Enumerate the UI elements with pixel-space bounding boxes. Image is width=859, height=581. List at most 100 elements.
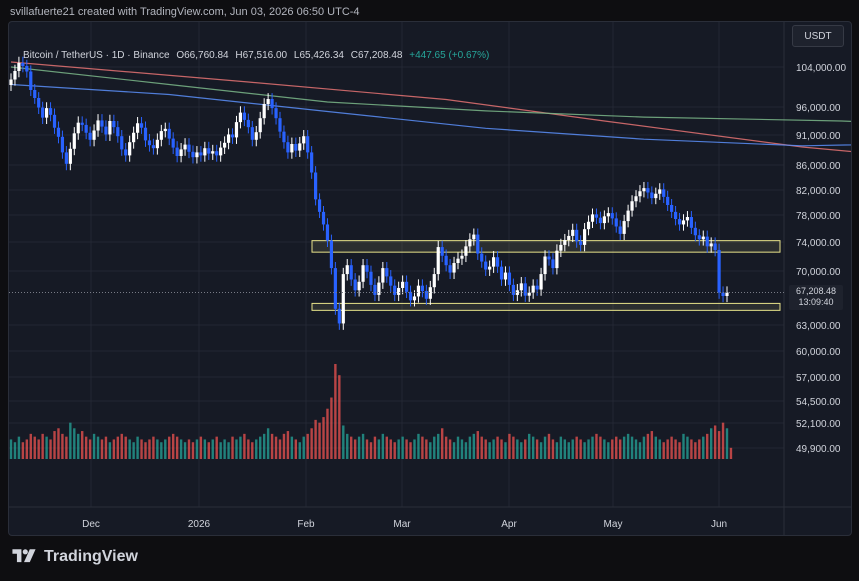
candle-body <box>254 132 258 140</box>
volume-bar <box>179 439 183 459</box>
volume-bar <box>342 425 345 459</box>
volume-bar <box>425 439 428 459</box>
volume-bar <box>504 442 507 459</box>
candle-body <box>397 287 401 295</box>
candle-body <box>68 148 72 164</box>
volume-bar <box>713 425 717 459</box>
volume-bar <box>535 439 539 459</box>
y-tick-label: 60,000.00 <box>796 347 841 358</box>
volume-bar <box>266 428 270 459</box>
candle-body <box>650 192 654 199</box>
close-value: C67,208.48 <box>350 50 403 61</box>
candle-body <box>460 255 464 259</box>
candle-body <box>401 281 405 288</box>
candle-body <box>310 152 314 173</box>
candle-body <box>594 214 599 218</box>
candle-body <box>499 266 504 280</box>
volume-bar <box>207 442 210 459</box>
volume-bar <box>231 436 234 459</box>
candle-body <box>389 276 393 286</box>
candle-body <box>579 241 583 245</box>
volume-bar <box>654 436 657 459</box>
candle-body <box>56 127 61 137</box>
candle-body <box>598 217 603 224</box>
candle-body <box>602 216 606 224</box>
volume-bar <box>187 439 191 459</box>
chart-panel[interactable]: 104,000.00 96,000.00 91,000.00 86,000.00 82,… <box>8 21 852 536</box>
volume-bar <box>286 431 290 459</box>
change-value: +447.65 (+0.67%) <box>409 50 490 61</box>
candle-body <box>175 147 179 156</box>
candle-body <box>377 282 381 295</box>
candle-body <box>325 224 330 241</box>
volume-bar <box>642 436 646 459</box>
support-zone <box>311 302 781 311</box>
volume-bar <box>77 433 80 459</box>
y-tick-label: 54,500.00 <box>796 397 841 408</box>
volume-bar <box>646 433 650 459</box>
volume-bar <box>678 442 681 459</box>
volume-bar <box>417 433 420 459</box>
candle-body <box>681 220 686 225</box>
volume-bar <box>84 436 88 459</box>
candle-body <box>64 152 68 164</box>
candle-body <box>527 292 531 296</box>
volume-bar <box>25 439 29 459</box>
volume-bar <box>662 442 665 459</box>
volume-bar <box>128 439 131 459</box>
volume-bar <box>322 417 325 459</box>
volume-bar <box>132 442 135 459</box>
volume-bar <box>33 436 36 459</box>
volume-bar <box>539 442 543 459</box>
volume-bar <box>468 436 472 459</box>
candle-body <box>523 283 527 296</box>
price-chart[interactable]: 104,000.00 96,000.00 91,000.00 86,000.00 82,… <box>9 22 851 535</box>
candle-body <box>37 98 41 108</box>
volume-bar <box>725 428 729 459</box>
volume-bar <box>136 436 139 459</box>
candle-body <box>203 148 207 156</box>
candle-body <box>124 149 128 156</box>
volume-bar <box>717 431 721 459</box>
candle-body <box>484 261 488 270</box>
candle-body <box>298 143 302 151</box>
volume-bar <box>251 442 254 459</box>
candle-body <box>135 123 140 133</box>
candle-body <box>266 99 270 104</box>
candle-body <box>132 132 136 143</box>
candle-body <box>519 283 523 291</box>
volume-bar <box>274 436 278 459</box>
candle-body <box>76 122 80 134</box>
candle-body <box>306 136 310 153</box>
candle-body <box>345 265 349 275</box>
volume-bar <box>567 442 570 459</box>
symbol-legend: Bitcoin / TetherUS · 1D · Binance O66,76… <box>23 50 489 61</box>
volume-bar <box>318 422 321 459</box>
volume-bar <box>429 442 432 459</box>
y-tick-label: 74,000.00 <box>796 238 841 249</box>
candle-body <box>286 142 290 153</box>
candle-body <box>567 235 571 240</box>
candle-body <box>393 285 397 295</box>
volume-bar <box>575 436 578 459</box>
x-tick-label: Apr <box>501 519 517 530</box>
candle-body <box>45 108 49 118</box>
volume-bar <box>630 436 634 459</box>
volume-bar <box>112 439 116 459</box>
volume-bar <box>638 442 642 459</box>
volume-bar <box>492 439 495 459</box>
candle-body <box>183 144 187 150</box>
volume-bar <box>694 442 697 459</box>
volume-bar <box>603 439 606 459</box>
brand[interactable]: TradingView <box>10 548 138 566</box>
currency-button[interactable]: USDT <box>792 25 844 47</box>
candle-body <box>543 256 547 275</box>
volume-bar <box>444 436 448 459</box>
candle-body <box>250 127 254 140</box>
candle-body <box>13 71 17 80</box>
candle-body <box>404 281 409 292</box>
candle-body <box>234 122 239 138</box>
candle-body <box>571 229 575 236</box>
candle-body <box>143 127 148 141</box>
candle-body <box>721 292 725 296</box>
